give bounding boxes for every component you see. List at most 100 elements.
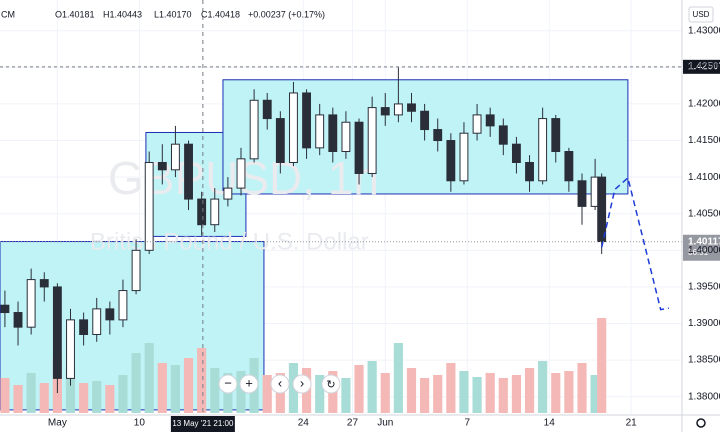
volume-bar — [197, 348, 207, 413]
candle-body — [118, 290, 128, 321]
volume-bar — [262, 375, 272, 413]
candle-body — [341, 121, 351, 153]
y-tick-label: 1.39500 — [688, 282, 720, 293]
y-tick-label: 1.41000 — [688, 172, 720, 183]
scroll-left-button[interactable] — [270, 374, 290, 394]
volume-bar — [485, 373, 495, 413]
last-price-badge — [683, 234, 720, 261]
candle-body — [52, 286, 62, 379]
y-tick-label: 1.39000 — [688, 318, 720, 329]
zoom-controls: − + ‹ › ↻ — [218, 374, 341, 394]
x-tick-label: 27 — [347, 418, 359, 429]
volume-bar — [92, 381, 102, 413]
volume-bar — [420, 378, 430, 413]
volume-bar — [26, 373, 36, 413]
candle-body — [144, 161, 154, 251]
volume-bar — [564, 371, 574, 413]
background-layer — [0, 0, 682, 415]
header: CM O1.40181 H1.40443 L1.40170 C1.40418 +0.002… — [1, 9, 325, 19]
candle-body — [236, 158, 246, 189]
candle-body — [538, 118, 548, 182]
header-item: H1.40443 — [103, 9, 142, 19]
volume-bar — [39, 383, 49, 413]
candle-body — [433, 129, 443, 142]
scroll-left-icon: ‹ — [278, 375, 282, 390]
volume-bar — [446, 363, 456, 413]
candle-body — [354, 121, 364, 174]
candle-body — [184, 143, 193, 200]
candle-body — [92, 308, 102, 335]
volume-bar — [0, 378, 10, 413]
scroll-right-icon: › — [300, 375, 304, 390]
currency-label: USD — [693, 10, 710, 19]
volume-bar — [79, 383, 89, 413]
volume-bar — [597, 318, 607, 413]
candle-body — [13, 312, 23, 328]
currency-button[interactable] — [688, 6, 714, 23]
header-item: O1.40181 — [55, 9, 95, 19]
reset-button[interactable] — [321, 374, 341, 394]
volume-bar — [354, 365, 364, 413]
candle-body — [223, 187, 233, 200]
volume-bar — [393, 343, 403, 413]
volume-bar — [341, 378, 351, 413]
volume-bar — [590, 375, 600, 413]
x-tick-label: May — [48, 418, 67, 429]
candle-body — [39, 279, 49, 288]
header-item: +0.00237 (+0.17%) — [248, 9, 325, 19]
y-tick-label: 1.42500 — [688, 62, 720, 73]
volume-bar — [131, 353, 141, 413]
volume-bar — [577, 363, 587, 413]
x-tick-label: 10 — [134, 418, 146, 429]
volume-bar — [236, 371, 246, 413]
candle-body — [197, 198, 207, 226]
volume-bar — [551, 373, 561, 413]
y-tick-label: 1.40500 — [688, 208, 720, 219]
volume-bar — [498, 378, 508, 413]
volume-bar — [170, 365, 181, 413]
volume-bar — [459, 371, 469, 413]
candle-body — [262, 99, 272, 120]
x-tick-label: 14 — [544, 418, 556, 429]
candle-body — [485, 114, 495, 127]
candle-body — [420, 110, 430, 131]
x-tick-label: 7 — [464, 418, 470, 429]
candle-body — [170, 143, 180, 171]
candle-body — [525, 161, 534, 182]
settings-button[interactable] — [696, 418, 706, 428]
candle-body — [498, 125, 508, 145]
candle-body — [393, 103, 403, 116]
zoom-in-button[interactable] — [239, 374, 259, 394]
header-item: CM — [1, 9, 15, 19]
volume-bar — [433, 375, 443, 413]
volume-bar — [315, 375, 325, 413]
candle-body — [577, 180, 587, 207]
volume-bar — [472, 377, 482, 413]
zoom-out-button[interactable] — [218, 374, 238, 394]
candle-body — [472, 114, 482, 134]
zoom-in-icon: + — [245, 375, 253, 390]
volume-bar — [157, 363, 167, 413]
candle-body — [328, 114, 338, 153]
y-tick-label: 1.42000 — [688, 99, 720, 110]
candle-body — [597, 176, 607, 243]
crosshair-label: 13 May '21 21:00 — [172, 419, 234, 428]
y-tick-label: 1.38000 — [688, 391, 720, 402]
high-price-badge — [683, 59, 720, 74]
volume-bar — [380, 373, 390, 413]
volume-bar — [210, 368, 220, 413]
candle-body — [26, 279, 36, 328]
candle-body — [407, 103, 416, 112]
crosshair-badge — [170, 416, 235, 432]
candle-body — [105, 308, 115, 321]
candle-body — [66, 319, 75, 379]
x-tick-label: 24 — [298, 418, 310, 429]
candle-body — [275, 118, 285, 163]
candle-body — [131, 249, 141, 292]
last-price-label: 1.40117 — [688, 236, 720, 247]
candle-body — [249, 99, 259, 160]
scroll-right-button[interactable] — [292, 374, 312, 394]
high-price-label: 1.42507 — [688, 61, 720, 72]
